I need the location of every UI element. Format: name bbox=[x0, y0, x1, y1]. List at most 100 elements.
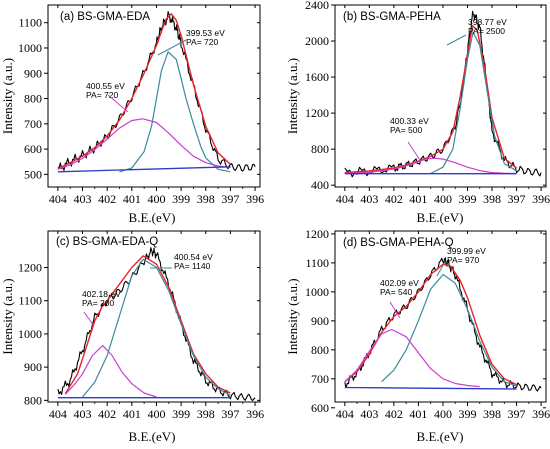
peak-annotation-area: PA= 540 bbox=[380, 287, 412, 297]
x-tick-label: 399 bbox=[172, 192, 190, 206]
annotation-pointer bbox=[407, 141, 421, 161]
y-tick-label: 400 bbox=[311, 178, 329, 192]
series-line-peak-402-09-ev bbox=[344, 328, 480, 388]
x-tick-label: 404 bbox=[49, 407, 67, 421]
y-axis-label: Intensity (a.u.) bbox=[0, 278, 15, 354]
x-tick-label: 404 bbox=[49, 192, 67, 206]
x-tick-label: 402 bbox=[98, 407, 116, 421]
x-tick-label: 400 bbox=[434, 407, 452, 421]
panel-title: (c) BS-GMA-EDA-Q bbox=[56, 236, 158, 248]
x-tick-label: 399 bbox=[172, 407, 190, 421]
peak-annotation-area: PA= 970 bbox=[447, 255, 479, 265]
series-line-peak-400-55-ev bbox=[57, 118, 231, 170]
chart-panel-4: 404 403 402 401 400 399 398 397 396 600 700 800 900 1… bbox=[285, 227, 550, 444]
x-tick-label: 403 bbox=[360, 407, 378, 421]
x-tick-label: 396 bbox=[532, 192, 550, 206]
y-tick-label: 1000 bbox=[18, 327, 42, 341]
peak-annotation-energy: 399.53 eV bbox=[186, 28, 225, 38]
peak-annotation-energy: 400.55 eV bbox=[86, 81, 125, 91]
x-tick-label: 402 bbox=[385, 192, 403, 206]
y-tick-label: 1200 bbox=[305, 106, 329, 120]
series-line-peak-399-99-ev bbox=[381, 273, 517, 387]
x-tick-label: 400 bbox=[147, 407, 165, 421]
peak-annotation-energy: 400.33 eV bbox=[390, 116, 429, 126]
y-tick-label: 1100 bbox=[18, 16, 42, 30]
y-tick-label: 1200 bbox=[18, 261, 42, 275]
y-tick-label: 1100 bbox=[305, 256, 329, 270]
chart-panel-2: 404 403 402 401 400 399 398 397 396 400 800 1200 160… bbox=[285, 0, 550, 225]
peak-annotation-energy: 399.99 eV bbox=[447, 246, 486, 256]
y-tick-label: 1600 bbox=[305, 70, 329, 84]
plot-area bbox=[57, 11, 256, 173]
y-tick-label: 1000 bbox=[305, 285, 329, 299]
x-tick-label: 404 bbox=[336, 407, 354, 421]
annotation-pointer bbox=[436, 261, 446, 277]
x-tick-label: 404 bbox=[336, 192, 354, 206]
y-tick-label: 800 bbox=[311, 343, 329, 357]
annotation-pointer bbox=[157, 39, 187, 56]
peak-annotation-energy: 402.09 eV bbox=[380, 278, 419, 288]
peak-annotation-area: PA= 1140 bbox=[174, 261, 211, 271]
plot-area bbox=[57, 247, 256, 402]
x-tick-label: 396 bbox=[532, 407, 550, 421]
y-tick-label: 1200 bbox=[305, 227, 329, 241]
x-axis-label: B.E.(eV) bbox=[417, 210, 464, 225]
series-line-fit bbox=[344, 263, 517, 386]
y-tick-label: 800 bbox=[24, 393, 42, 407]
series-line-raw bbox=[57, 247, 256, 402]
peak-annotation-energy: 400.54 eV bbox=[174, 252, 213, 262]
y-tick-label: 900 bbox=[24, 360, 42, 374]
x-axis-label: B.E.(eV) bbox=[129, 210, 176, 225]
peak-annotation-energy: 402.18 eV bbox=[82, 289, 121, 299]
panel-title: (a) BS-GMA-EDA bbox=[60, 11, 150, 23]
annotation-pointer bbox=[107, 94, 129, 113]
y-tick-label: 600 bbox=[24, 142, 42, 156]
x-tick-label: 401 bbox=[123, 192, 141, 206]
y-tick-label: 900 bbox=[311, 314, 329, 328]
y-tick-label: 600 bbox=[311, 401, 329, 415]
annotation-pointer bbox=[389, 301, 401, 319]
panel-title: (d) BS-GMA-PEHA-Q bbox=[343, 237, 454, 249]
peak-annotation-area: PA= 2500 bbox=[468, 26, 505, 36]
chart-panel-1: 404 403 402 401 400 399 398 397 396 500 600 700 800 9… bbox=[0, 4, 264, 225]
y-axis-label: Intensity (a.u.) bbox=[285, 58, 300, 134]
x-tick-label: 396 bbox=[246, 192, 264, 206]
x-axis-label: B.E.(eV) bbox=[417, 429, 464, 444]
annotation-pointer bbox=[83, 311, 95, 327]
series-line-peak-398-77-ev bbox=[430, 31, 517, 175]
x-tick-label: 396 bbox=[246, 407, 264, 421]
x-tick-label: 401 bbox=[409, 407, 427, 421]
x-tick-label: 398 bbox=[483, 192, 501, 206]
y-tick-label: 700 bbox=[24, 117, 42, 131]
x-tick-label: 402 bbox=[98, 192, 116, 206]
series-line-fit bbox=[57, 13, 231, 170]
y-tick-label: 1100 bbox=[18, 294, 42, 308]
chart-panel-3: 404 403 402 401 400 399 398 397 396 800 900 1000 110… bbox=[0, 230, 264, 444]
series-line-peak-400-33-ev bbox=[344, 157, 517, 175]
x-tick-label: 401 bbox=[409, 192, 427, 206]
y-tick-label: 2000 bbox=[305, 34, 329, 48]
series-line-raw bbox=[344, 10, 542, 178]
x-tick-label: 400 bbox=[434, 192, 452, 206]
y-tick-label: 700 bbox=[311, 372, 329, 386]
x-axis-label: B.E.(eV) bbox=[129, 429, 176, 444]
x-tick-label: 399 bbox=[458, 192, 476, 206]
series-line-peak-399-53-ev bbox=[119, 51, 231, 173]
series-line-baseline bbox=[57, 166, 231, 173]
plot-frame bbox=[334, 230, 547, 403]
series-line-peak-402-18-ev bbox=[64, 345, 157, 398]
x-tick-label: 397 bbox=[221, 407, 239, 421]
x-tick-label: 398 bbox=[197, 407, 215, 421]
plot-frame bbox=[47, 4, 261, 188]
y-tick-label: 1000 bbox=[18, 41, 42, 55]
y-tick-label: 2400 bbox=[305, 0, 329, 12]
series-line-raw bbox=[344, 257, 542, 392]
plot-frame bbox=[334, 4, 547, 188]
x-tick-label: 397 bbox=[221, 192, 239, 206]
y-tick-label: 800 bbox=[24, 92, 42, 106]
x-tick-label: 403 bbox=[74, 192, 92, 206]
peak-annotation-area: PA= 720 bbox=[186, 37, 218, 47]
series-line-fit bbox=[64, 255, 231, 395]
y-tick-label: 500 bbox=[24, 167, 42, 181]
